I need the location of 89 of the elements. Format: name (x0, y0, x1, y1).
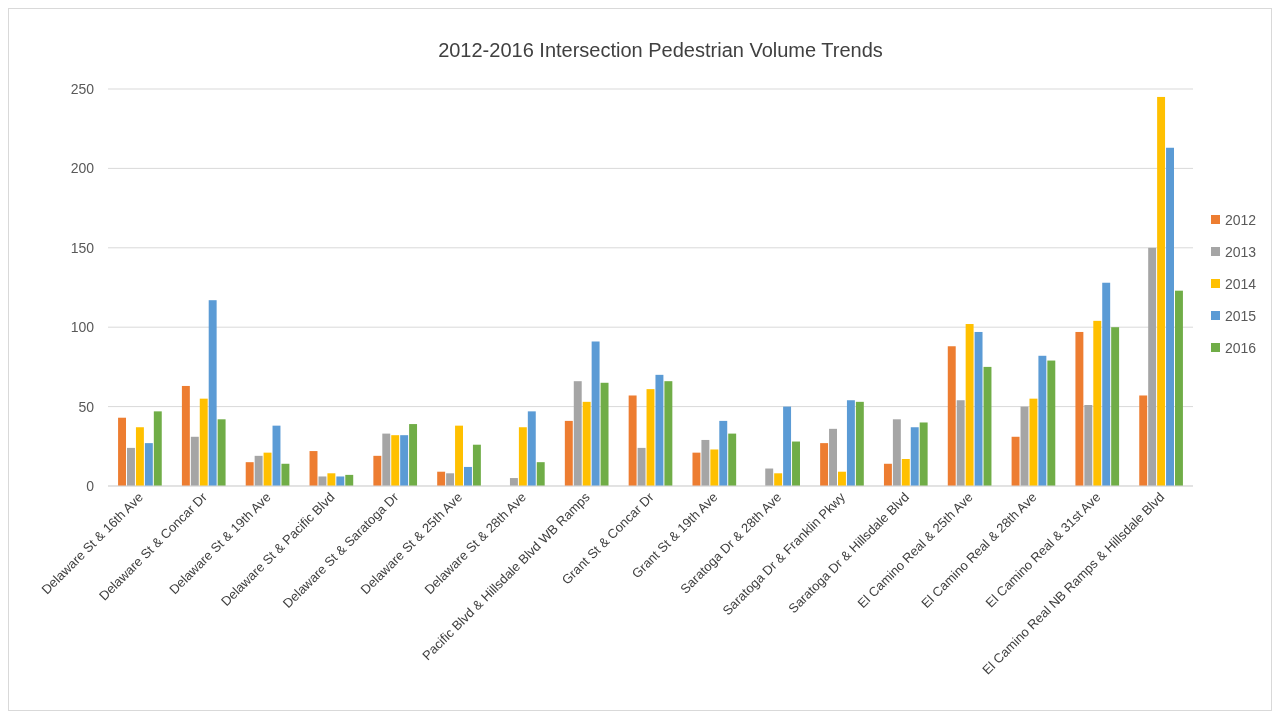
bar (373, 455, 382, 486)
bar (127, 447, 135, 486)
legend-label: 2014 (1225, 275, 1257, 292)
bar (1111, 327, 1120, 486)
y-tick-label: 150 (70, 239, 95, 256)
bar (281, 463, 290, 486)
bar (1174, 290, 1183, 486)
bar (901, 459, 910, 486)
bar (719, 420, 728, 486)
legend-label: 2013 (1225, 243, 1257, 260)
chart-title: 2012-2016 Intersection Pedestrian Volume Trends (438, 39, 883, 61)
bar (153, 411, 162, 486)
bar (692, 452, 701, 486)
bar (829, 428, 837, 486)
bar (1011, 436, 1020, 486)
bar (190, 436, 199, 486)
bar (472, 444, 481, 486)
bar (345, 474, 354, 486)
bar (783, 406, 792, 486)
bar (582, 401, 591, 486)
bar (327, 473, 336, 486)
y-tick-label: 0 (86, 477, 95, 494)
legend-label: 2016 (1225, 339, 1257, 356)
y-tick-label: 50 (78, 398, 95, 415)
bar (1047, 360, 1056, 486)
bar (199, 398, 208, 486)
y-tick-label: 200 (70, 160, 95, 177)
bar (974, 331, 983, 486)
bar (710, 449, 719, 486)
bar (1084, 405, 1093, 486)
bar (774, 473, 783, 486)
bar (135, 427, 144, 486)
bar (628, 395, 637, 486)
bar (245, 462, 254, 486)
bar (437, 471, 446, 486)
bar (591, 341, 600, 486)
bar (792, 441, 800, 486)
bar (144, 443, 153, 486)
bar (701, 439, 710, 486)
bar (1157, 96, 1166, 486)
bar (464, 466, 472, 486)
bar (536, 462, 545, 486)
y-tick-label: 100 (70, 319, 95, 336)
bar (910, 427, 919, 486)
bar (956, 400, 965, 486)
bar (765, 468, 774, 486)
bar (518, 427, 527, 486)
bar (263, 452, 272, 486)
y-tick-label: 250 (70, 80, 95, 97)
bar (883, 463, 892, 486)
bar (1148, 247, 1157, 486)
bar (947, 346, 956, 486)
bar (965, 324, 974, 486)
bar (208, 300, 217, 486)
bar (1166, 147, 1174, 486)
bar (846, 400, 855, 486)
bar (1038, 355, 1047, 486)
bar (655, 374, 664, 486)
bar (217, 419, 226, 486)
bar (382, 433, 391, 486)
bar (820, 443, 829, 486)
bar (455, 425, 463, 486)
bar (838, 471, 846, 486)
bar (391, 435, 400, 486)
bar (336, 476, 345, 486)
bar (1075, 331, 1084, 486)
bar (637, 447, 646, 486)
bar (527, 411, 536, 486)
bar (181, 385, 190, 486)
bar (1029, 398, 1038, 486)
bar (600, 382, 609, 486)
bar (400, 435, 409, 486)
bar (573, 381, 582, 486)
bar (919, 422, 928, 486)
bar (409, 424, 418, 486)
legend-label: 2015 (1225, 307, 1257, 324)
legend-label: 2012 (1225, 211, 1257, 228)
bar (564, 420, 573, 486)
bar (664, 381, 673, 486)
bar (1139, 395, 1148, 486)
bar (254, 455, 263, 486)
bar (446, 473, 455, 486)
bar (728, 433, 737, 486)
bar (855, 401, 864, 486)
bar (892, 419, 901, 486)
bar (118, 417, 127, 486)
bar (1102, 282, 1111, 486)
bar (1093, 320, 1102, 486)
bar (318, 476, 327, 486)
